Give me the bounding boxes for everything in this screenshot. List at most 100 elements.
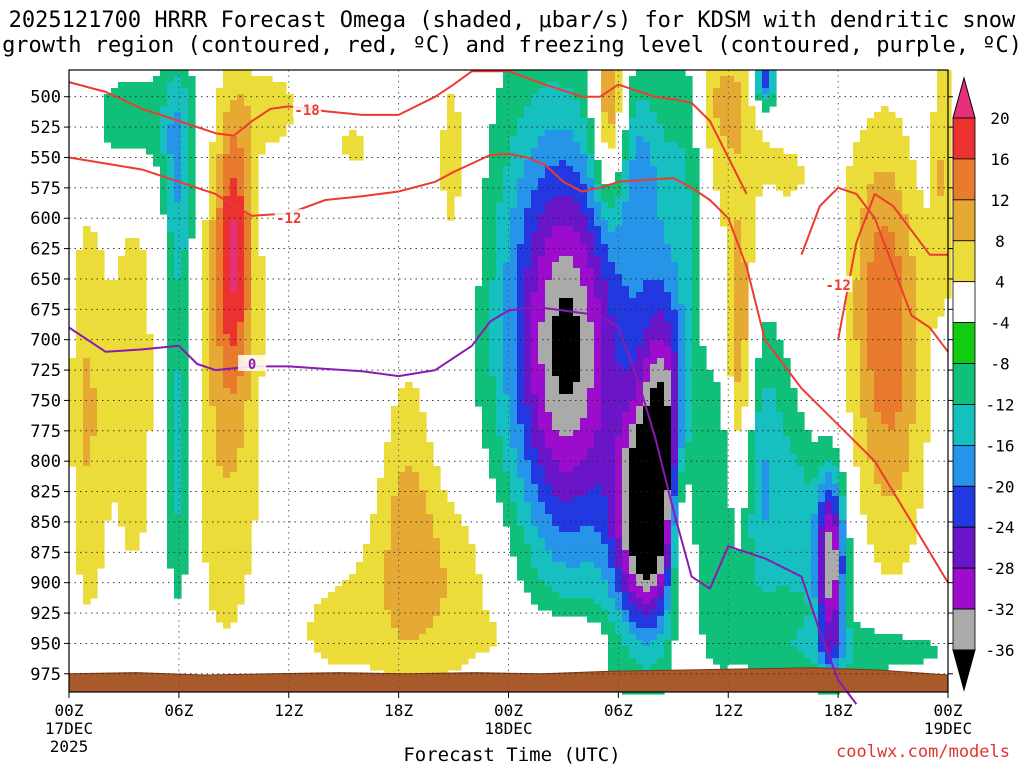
omega-cell <box>496 436 504 443</box>
omega-cell <box>678 106 686 113</box>
omega-cell <box>895 196 903 203</box>
omega-cell <box>853 262 861 269</box>
omega-cell <box>734 178 742 185</box>
omega-cell <box>510 208 518 215</box>
omega-cell <box>650 274 658 281</box>
omega-cell <box>258 280 266 287</box>
omega-cell <box>748 442 756 449</box>
omega-cell <box>244 334 252 341</box>
omega-cell <box>496 358 504 365</box>
omega-cell <box>153 130 161 137</box>
omega-cell <box>160 172 168 179</box>
omega-cell <box>937 88 945 95</box>
omega-cell <box>636 214 644 221</box>
omega-cell <box>720 466 728 473</box>
omega-cell <box>671 208 679 215</box>
omega-cell <box>895 160 903 167</box>
omega-cell <box>881 400 889 407</box>
omega-cell <box>489 466 497 473</box>
omega-cell <box>853 334 861 341</box>
omega-cell <box>769 148 777 155</box>
omega-cell <box>587 472 595 479</box>
omega-cell <box>846 304 854 311</box>
omega-cell <box>230 82 238 89</box>
omega-cell <box>608 400 616 407</box>
omega-cell <box>636 352 644 359</box>
omega-cell <box>594 244 602 251</box>
omega-cell <box>881 442 889 449</box>
omega-cell <box>258 268 266 275</box>
omega-cell <box>580 466 588 473</box>
omega-cell <box>244 394 252 401</box>
omega-cell <box>846 256 854 263</box>
omega-cell <box>671 202 679 209</box>
omega-cell <box>762 400 770 407</box>
omega-cell <box>692 250 700 257</box>
omega-cell <box>769 160 777 167</box>
omega-cell <box>489 166 497 173</box>
omega-cell <box>216 298 224 305</box>
omega-cell <box>573 274 581 281</box>
omega-cell <box>496 328 504 335</box>
omega-cell <box>216 178 224 185</box>
omega-cell <box>524 220 532 227</box>
omega-cell <box>867 424 875 431</box>
omega-cell <box>776 172 784 179</box>
omega-cell <box>657 268 665 275</box>
omega-cell <box>174 430 182 437</box>
omega-cell <box>664 160 672 167</box>
omega-cell <box>874 280 882 287</box>
omega-cell <box>671 172 679 179</box>
omega-cell <box>104 478 112 485</box>
omega-cell <box>601 100 609 107</box>
omega-cell <box>580 70 588 77</box>
omega-cell <box>839 472 847 479</box>
omega-cell <box>496 142 504 149</box>
omega-cell <box>237 214 245 221</box>
omega-cell <box>83 316 91 323</box>
omega-cell <box>650 484 658 491</box>
omega-cell <box>209 448 217 455</box>
omega-cell <box>762 454 770 461</box>
omega-cell <box>671 406 679 413</box>
omega-cell <box>580 280 588 287</box>
omega-cell <box>629 202 637 209</box>
omega-cell <box>902 292 910 299</box>
omega-cell <box>748 106 756 113</box>
omega-cell <box>664 256 672 263</box>
omega-cell <box>594 358 602 365</box>
omega-cell <box>678 370 686 377</box>
omega-cell <box>167 358 175 365</box>
omega-cell <box>76 406 84 413</box>
omega-cell <box>895 460 903 467</box>
omega-cell <box>566 376 574 383</box>
omega-cell <box>930 112 938 119</box>
omega-cell <box>797 418 805 425</box>
omega-cell <box>216 160 224 167</box>
omega-cell <box>776 478 784 485</box>
omega-cell <box>139 478 147 485</box>
omega-cell <box>664 460 672 467</box>
omega-cell <box>720 208 728 215</box>
omega-cell <box>258 370 266 377</box>
omega-cell <box>727 226 735 233</box>
omega-cell <box>671 214 679 221</box>
omega-cell <box>657 472 665 479</box>
omega-cell <box>552 298 560 305</box>
omega-cell <box>356 142 364 149</box>
omega-cell <box>622 232 630 239</box>
omega-cell <box>531 292 539 299</box>
omega-cell <box>615 322 623 329</box>
omega-cell <box>776 370 784 377</box>
omega-cell <box>398 394 406 401</box>
omega-cell <box>566 460 574 467</box>
omega-cell <box>230 388 238 395</box>
omega-cell <box>167 160 175 167</box>
omega-cell <box>594 460 602 467</box>
omega-cell <box>160 100 168 107</box>
omega-cell <box>860 346 868 353</box>
omega-cell <box>524 400 532 407</box>
omega-cell <box>727 82 735 89</box>
omega-cell <box>678 478 686 485</box>
omega-cell <box>153 106 161 113</box>
